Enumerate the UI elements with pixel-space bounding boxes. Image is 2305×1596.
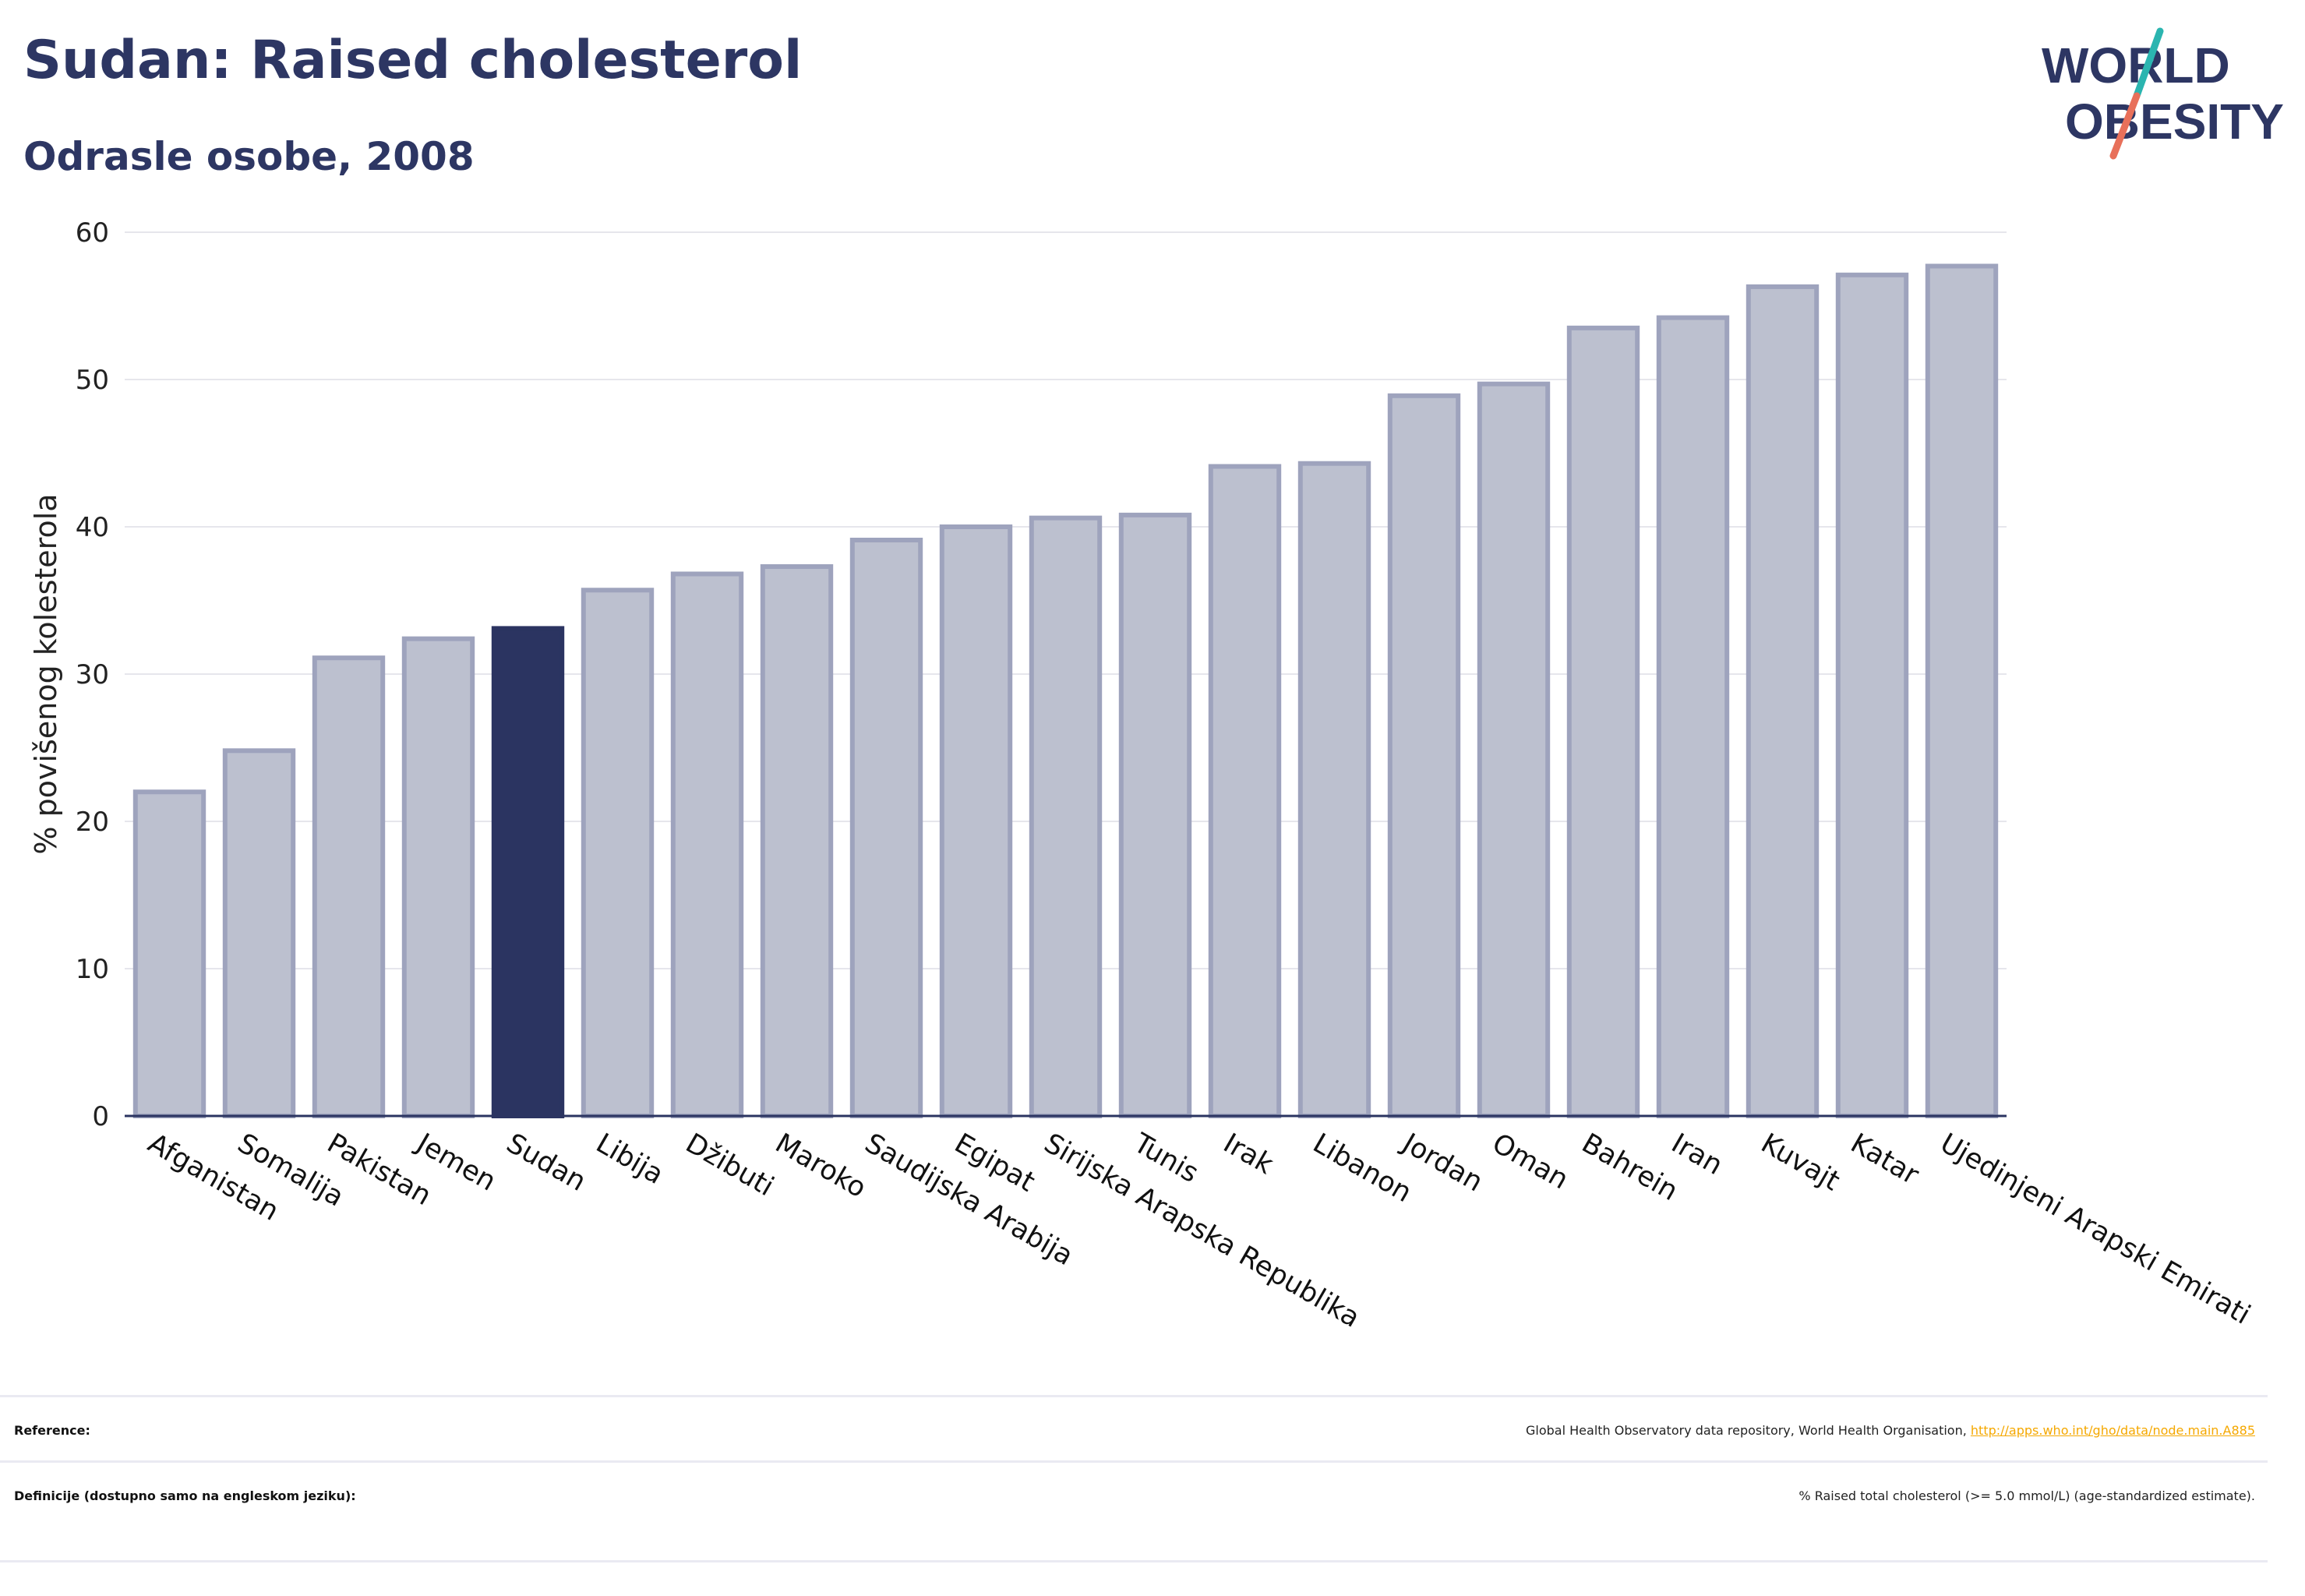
bar	[401, 636, 475, 1118]
definitions-label: Definicije (dostupno samo na engleskom j…	[14, 1488, 356, 1503]
logo-slash-bottom	[2109, 92, 2141, 160]
reference-text: Global Health Observatory data repositor…	[1526, 1423, 1971, 1438]
x-tick-label: Irak	[1218, 1128, 1279, 1181]
x-tick-label: Kuvajt	[1756, 1128, 1844, 1197]
y-tick-label: 50	[76, 365, 109, 396]
bar	[1387, 393, 1461, 1119]
bar	[1477, 381, 1551, 1119]
chart-title: Sudan: Raised cholesterol	[23, 30, 803, 91]
x-tick-label: Sudan	[501, 1128, 591, 1198]
world-obesity-logo: WORLD OBESITY	[2042, 27, 2284, 160]
bar	[581, 588, 655, 1118]
logo-slash-top	[2133, 27, 2164, 100]
bar	[1297, 461, 1371, 1118]
bar-highlight	[491, 626, 565, 1118]
bar	[222, 748, 296, 1119]
footer-definitions-row: Definicije (dostupno samo na engleskom j…	[0, 1460, 2268, 1562]
x-tick-label: Maroko	[770, 1128, 871, 1204]
bar	[1925, 263, 1999, 1119]
y-axis-label: % povišenog kolesterola	[29, 493, 63, 854]
x-tick-label: Bahrein	[1576, 1128, 1683, 1207]
bar	[1566, 325, 1640, 1119]
x-tick-label: Oman	[1487, 1128, 1573, 1195]
reference-link[interactable]: http://apps.who.int/gho/data/node.main.A…	[1970, 1423, 2255, 1438]
x-tick-label: Libanon	[1308, 1128, 1417, 1209]
bar	[1118, 512, 1192, 1118]
x-tick-label: Libija	[591, 1128, 669, 1191]
logo-line-1: WORLD	[2042, 37, 2230, 94]
reference-label: Reference:	[14, 1423, 90, 1438]
y-tick-label: 0	[92, 1101, 109, 1132]
y-tick-label: 30	[76, 659, 109, 690]
bar	[312, 655, 386, 1118]
x-tick-label: Katar	[1845, 1128, 1924, 1192]
definitions-value: % Raised total cholesterol (>= 5.0 mmol/…	[1798, 1488, 2255, 1503]
x-tick-label: Džibuti	[680, 1128, 778, 1202]
bar	[849, 538, 923, 1118]
y-tick-label: 20	[76, 807, 109, 838]
x-tick-label: Iran	[1666, 1128, 1728, 1181]
bar	[1029, 515, 1103, 1118]
bar	[1746, 284, 1820, 1118]
bar	[939, 524, 1013, 1118]
footer-reference-row: Reference: Global Health Observatory dat…	[0, 1395, 2268, 1463]
y-tick-label: 60	[76, 217, 109, 249]
bar	[760, 564, 834, 1118]
chart-subtitle: Odrasle osobe, 2008	[23, 134, 475, 179]
bar	[1835, 272, 1909, 1118]
x-tick-label: Ujedinjeni Arapski Emirati	[1935, 1128, 2255, 1331]
y-tick-label: 10	[76, 954, 109, 985]
y-tick-label: 40	[76, 512, 109, 543]
reference-value: Global Health Observatory data repositor…	[1526, 1414, 2255, 1447]
bar	[132, 789, 206, 1118]
bar	[1208, 464, 1282, 1118]
bar	[670, 571, 744, 1118]
bar	[1656, 315, 1730, 1118]
logo-line-2: OBESITY	[2065, 94, 2284, 150]
